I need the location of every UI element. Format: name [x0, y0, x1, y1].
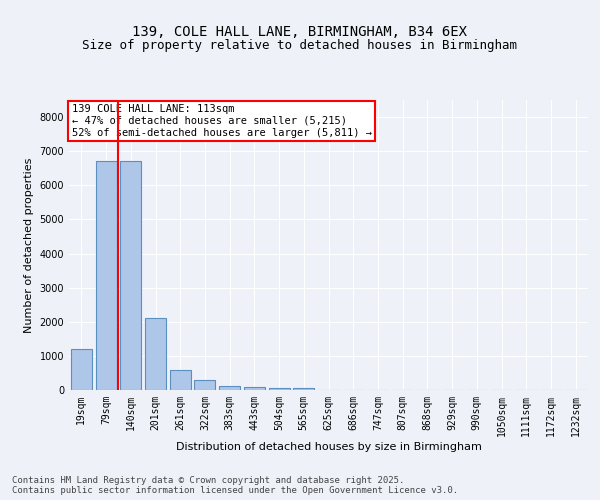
Text: Contains HM Land Registry data © Crown copyright and database right 2025.
Contai: Contains HM Land Registry data © Crown c… — [12, 476, 458, 495]
Bar — [145, 318, 166, 390]
Bar — [244, 386, 265, 390]
Bar — [269, 388, 290, 390]
Bar — [120, 162, 141, 390]
Y-axis label: Number of detached properties: Number of detached properties — [24, 158, 34, 332]
Bar — [170, 370, 191, 390]
Text: 139 COLE HALL LANE: 113sqm
← 47% of detached houses are smaller (5,215)
52% of s: 139 COLE HALL LANE: 113sqm ← 47% of deta… — [71, 104, 371, 138]
Text: Size of property relative to detached houses in Birmingham: Size of property relative to detached ho… — [83, 38, 517, 52]
Bar — [194, 380, 215, 390]
Text: 139, COLE HALL LANE, BIRMINGHAM, B34 6EX: 139, COLE HALL LANE, BIRMINGHAM, B34 6EX — [133, 26, 467, 40]
X-axis label: Distribution of detached houses by size in Birmingham: Distribution of detached houses by size … — [176, 442, 481, 452]
Bar — [71, 349, 92, 390]
Bar — [219, 386, 240, 390]
Bar — [95, 162, 116, 390]
Bar — [293, 388, 314, 390]
